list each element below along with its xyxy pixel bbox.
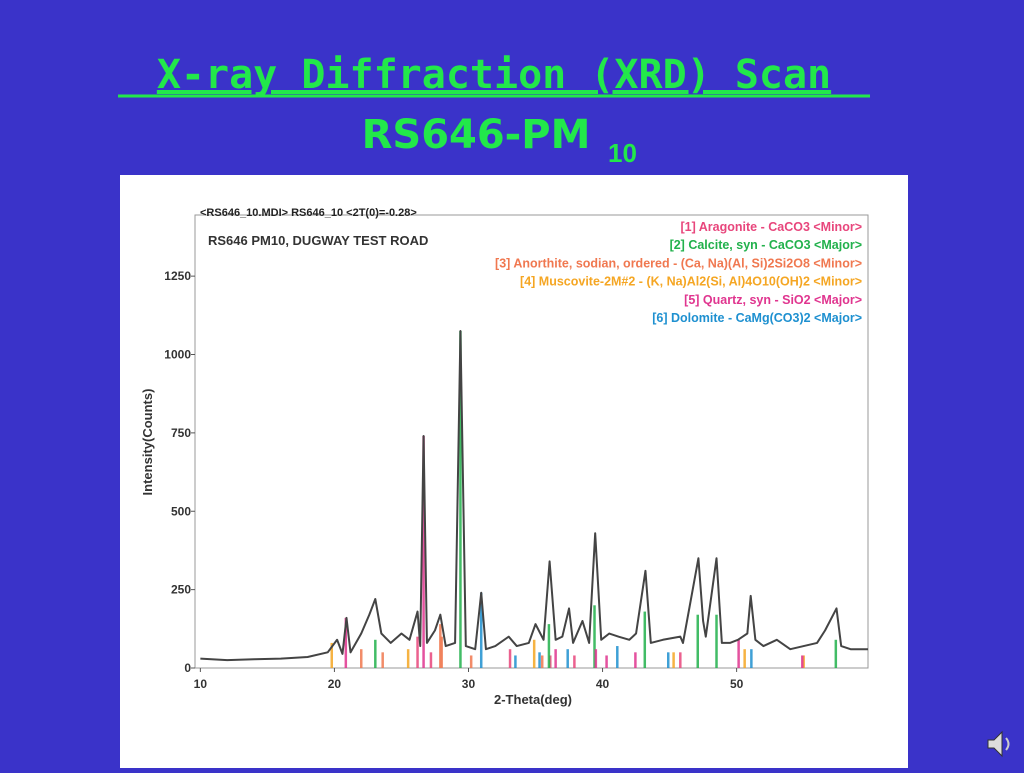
x-axis-label: 2-Theta(deg) — [494, 692, 572, 707]
y-tick-label: 500 — [171, 504, 191, 518]
phase-legend: [5] Quartz, syn - SiO2 <Major> — [684, 293, 862, 307]
chart-panel — [120, 175, 908, 768]
y-tick-label: 750 — [171, 426, 191, 440]
phase-legend: [6] Dolomite - CaMg(CO3)2 <Major> — [652, 311, 862, 325]
subtitle-subscript: 10 — [608, 138, 637, 168]
x-tick-label: 30 — [462, 677, 476, 691]
phase-legend: [1] Aragonite - CaCO3 <Minor> — [680, 220, 862, 234]
y-tick-label: 1000 — [164, 348, 191, 362]
y-tick-label: 250 — [171, 583, 191, 597]
intensity-line — [200, 329, 868, 662]
y-axis-label: Intensity(Counts) — [140, 389, 155, 496]
x-tick-label: 50 — [730, 677, 744, 691]
x-tick-label: 20 — [328, 677, 342, 691]
speaker-icon — [987, 730, 1010, 758]
x-tick-label: 10 — [194, 677, 208, 691]
phase-legend: [4] Muscovite-2M#2 - (K, Na)Al2(Si, Al)4… — [520, 275, 862, 289]
plot-frame — [194, 214, 869, 669]
y-tick-label: 1250 — [164, 269, 191, 283]
phase-legend: [3] Anorthite, sodian, ordered - (Ca, Na… — [495, 256, 862, 270]
slide-title: X-ray Diffraction (XRD) Scan — [157, 52, 831, 98]
x-tick-label: 40 — [596, 677, 610, 691]
y-tick-label: 0 — [184, 661, 191, 675]
chart-title: RS646 PM10, DUGWAY TEST ROAD — [208, 233, 428, 248]
phase-legend: [2] Calcite, syn - CaCO3 <Major> — [670, 238, 862, 252]
file-label: <RS646_10.MDI> RS646_10 <2T(0)=-0.28> — [200, 207, 417, 219]
slide-subtitle: RS646-PM — [362, 112, 591, 158]
